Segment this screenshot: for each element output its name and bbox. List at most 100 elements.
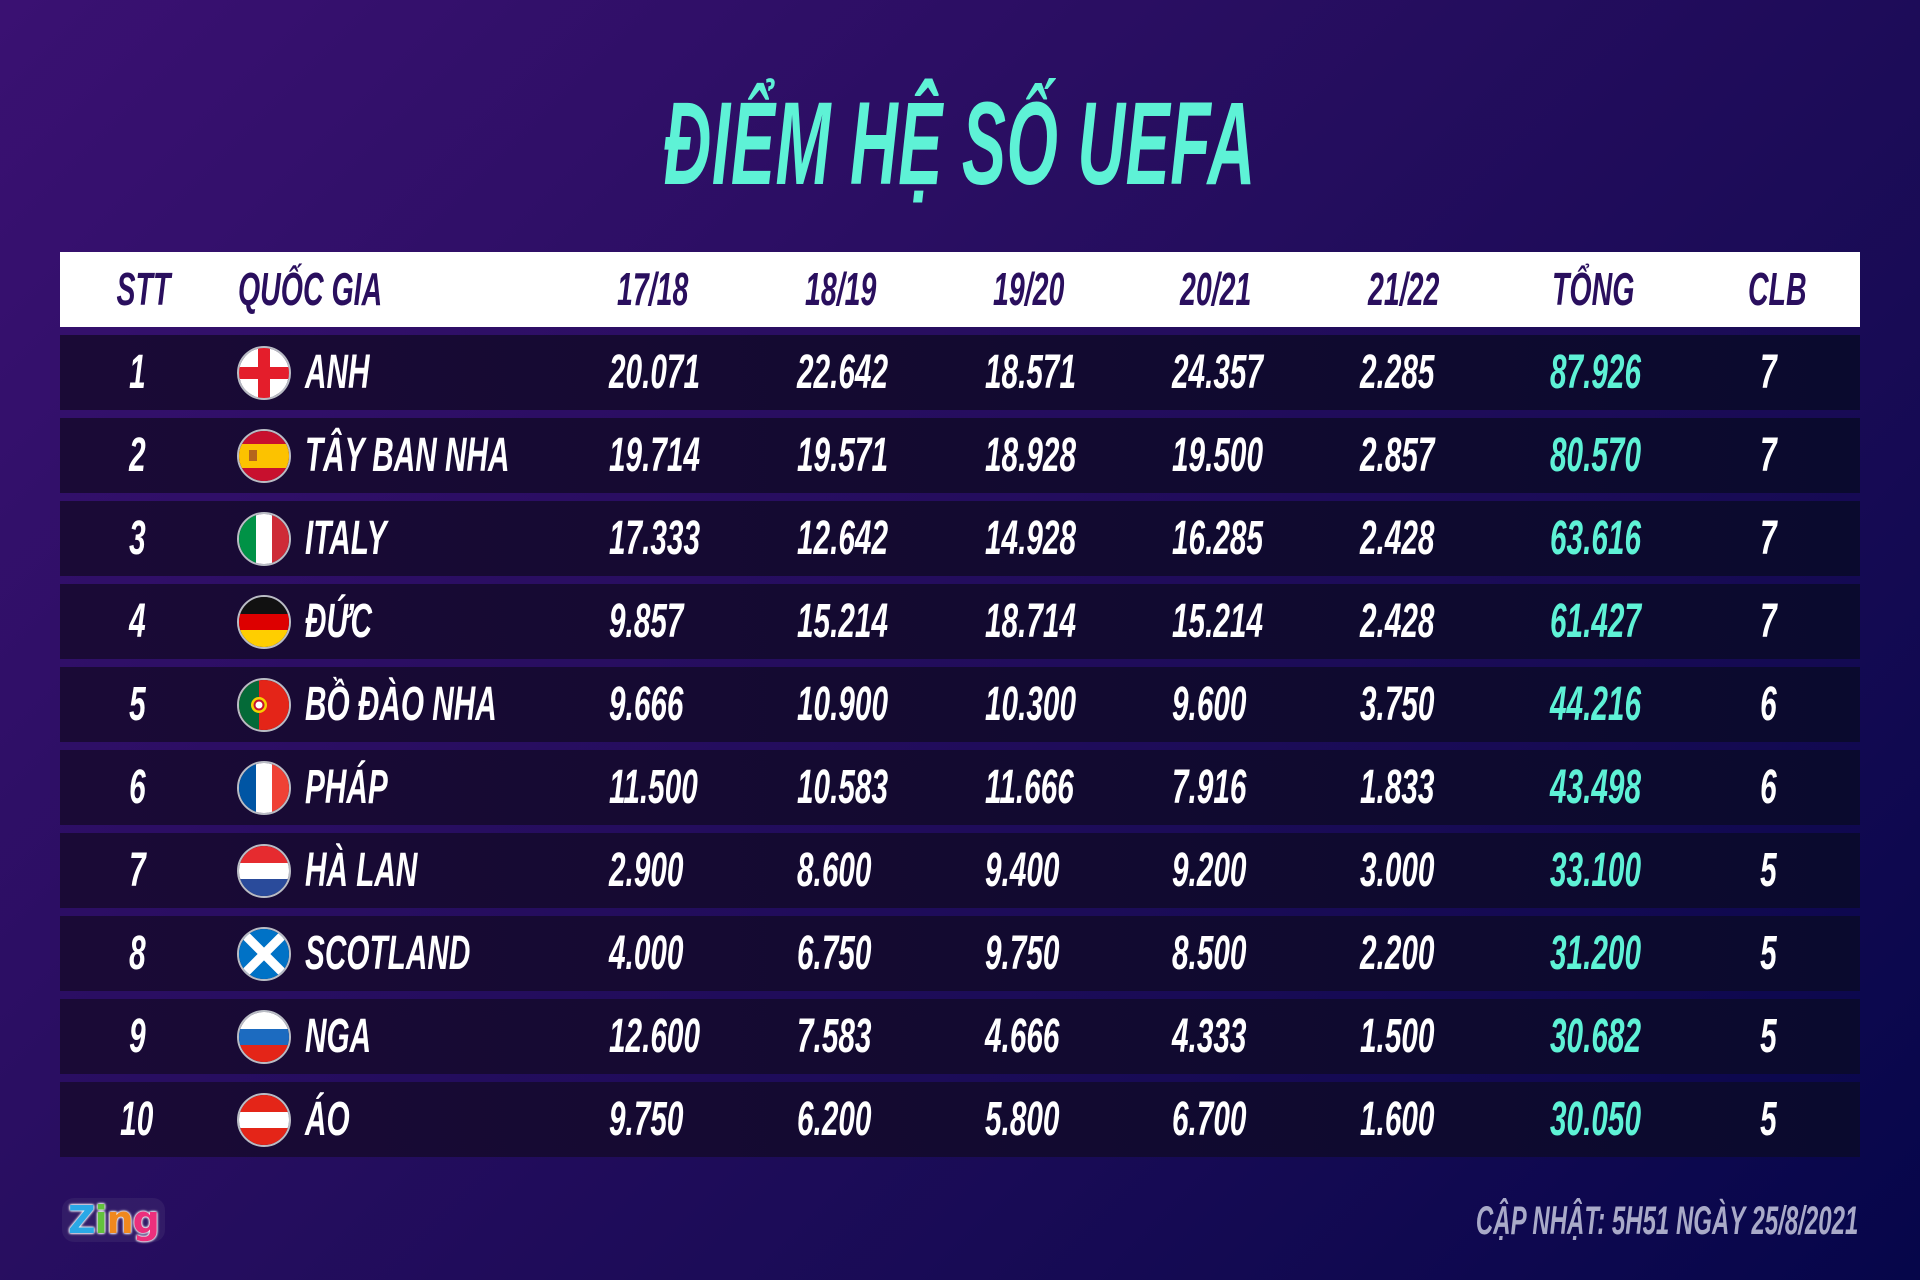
table-row: 7 HÀ LAN 2.900 8.600 9.400 9.200 3.000 33.100 5 [60,833,1860,908]
france-flag-icon [237,761,291,815]
italy-flag-icon [237,512,291,566]
season-1920-cell: 18.571 [985,346,1077,399]
country-cell: PHÁP [305,761,388,814]
season-2021-cell: 19.500 [1172,429,1264,482]
country-cell: NGA [305,1010,372,1063]
total-cell: 61.427 [1550,595,1642,648]
england-flag-icon [237,346,291,400]
season-2021-cell: 8.500 [1172,927,1247,980]
season-2122-cell: 1.600 [1360,1093,1435,1146]
season-1819-cell: 10.583 [797,761,889,814]
season-1920-cell: 14.928 [985,512,1077,565]
table-row: 8 SCOTLAND 4.000 6.750 9.750 8.500 2.200 31.200… [60,916,1860,991]
season-1718-cell: 11.500 [609,761,698,814]
country-cell: BỒ ĐÀO NHA [305,678,497,731]
season-2021-cell: 9.600 [1172,678,1247,731]
table-row: 4 ĐỨC 9.857 15.214 18.714 15.214 2.428 61.427 7 [60,584,1860,659]
season-2021-cell: 15.214 [1172,595,1264,648]
season-2122-cell: 2.285 [1360,346,1435,399]
season-1718-cell: 2.900 [609,844,684,897]
rank-cell: 6 [128,761,146,814]
season-1920-cell: 11.666 [985,761,1074,814]
rank-cell: 2 [128,429,146,482]
rank-cell: 4 [128,595,146,648]
updated-timestamp: CẬP NHẬT: 5H51 NGÀY 25/8/2021 [1475,1199,1858,1243]
clubs-cell: 7 [1759,595,1777,648]
rank-cell: 10 [120,1093,154,1146]
country-cell: ÁO [305,1093,350,1146]
page-title-text: ĐIỂM HỆ SỐ UEFA [663,78,1257,210]
season-1819-cell: 22.642 [797,346,889,399]
season-2122-cell: 3.750 [1360,678,1435,731]
season-1920-cell: 18.714 [985,595,1077,648]
table-row: 1 ANH 20.071 22.642 18.571 24.357 2.285 87.926 7 [60,335,1860,410]
season-1718-cell: 9.750 [609,1093,684,1146]
table-row: 2 TÂY BAN NHA 19.714 19.571 18.928 19.500 2.85… [60,418,1860,493]
season-2021-cell: 9.200 [1172,844,1247,897]
rank-cell: 5 [128,678,146,731]
season-1920-cell: 10.300 [985,678,1077,731]
season-1718-cell: 19.714 [609,429,701,482]
season-2122-cell: 2.200 [1360,927,1435,980]
germany-flag-icon [237,595,291,649]
season-2021-cell: 24.357 [1172,346,1264,399]
season-2021-cell: 7.916 [1172,761,1247,814]
season-1718-cell: 9.666 [609,678,684,731]
clubs-cell: 7 [1759,429,1777,482]
clubs-cell: 5 [1759,1010,1777,1063]
country-cell: ANH [305,346,370,399]
country-cell: ĐỨC [305,595,373,648]
clubs-cell: 6 [1759,761,1777,814]
country-cell: SCOTLAND [305,927,471,980]
clubs-cell: 7 [1759,346,1777,399]
header-2021: 20/21 [1180,263,1252,315]
season-1819-cell: 6.200 [797,1093,872,1146]
season-1920-cell: 5.800 [985,1093,1060,1146]
russia-flag-icon [237,1010,291,1064]
table-row: 10 ÁO 9.750 6.200 5.800 6.700 1.600 30.050 5 [60,1082,1860,1157]
header-1819: 18/19 [805,263,877,315]
rank-cell: 7 [128,844,146,897]
portugal-flag-icon [237,678,291,732]
total-cell: 33.100 [1550,844,1642,897]
total-cell: 30.682 [1550,1010,1642,1063]
zing-logo: Zing [62,1198,165,1242]
table-row: 5 BỒ ĐÀO NHA 9.666 10.900 10.300 9.600 3.750 44… [60,667,1860,742]
season-1819-cell: 8.600 [797,844,872,897]
total-cell: 44.216 [1550,678,1642,731]
season-2021-cell: 16.285 [1172,512,1264,565]
season-2122-cell: 1.500 [1360,1010,1435,1063]
total-cell: 63.616 [1550,512,1642,565]
total-cell: 31.200 [1550,927,1642,980]
netherlands-flag-icon [237,844,291,898]
season-2021-cell: 4.333 [1172,1010,1247,1063]
season-1718-cell: 9.857 [609,595,684,648]
total-cell: 87.926 [1550,346,1642,399]
scotland-flag-icon [237,927,291,981]
page-title: ĐIỂM HỆ SỐ UEFA [0,76,1920,210]
season-1819-cell: 6.750 [797,927,872,980]
table-row: 3 ITALY 17.333 12.642 14.928 16.285 2.428 63.61… [60,501,1860,576]
season-1920-cell: 4.666 [985,1010,1060,1063]
country-cell: TÂY BAN NHA [305,429,510,482]
total-cell: 80.570 [1550,429,1642,482]
season-1718-cell: 12.600 [609,1010,701,1063]
header-2122: 21/22 [1368,263,1440,315]
season-1718-cell: 4.000 [609,927,684,980]
season-1819-cell: 12.642 [797,512,889,565]
season-1819-cell: 15.214 [797,595,889,648]
header-total: TỔNG [1552,263,1635,315]
total-cell: 30.050 [1550,1093,1642,1146]
header-clubs: CLB [1747,263,1807,315]
season-2122-cell: 2.428 [1360,512,1435,565]
season-1920-cell: 18.928 [985,429,1077,482]
rank-cell: 1 [128,346,146,399]
table-row: 9 NGA 12.600 7.583 4.666 4.333 1.500 30.682 5 [60,999,1860,1074]
header-1718: 17/18 [617,263,689,315]
clubs-cell: 7 [1759,512,1777,565]
season-1718-cell: 20.071 [609,346,701,399]
season-2122-cell: 2.857 [1360,429,1435,482]
country-cell: HÀ LAN [305,844,418,897]
season-1819-cell: 19.571 [797,429,889,482]
austria-flag-icon [237,1093,291,1147]
